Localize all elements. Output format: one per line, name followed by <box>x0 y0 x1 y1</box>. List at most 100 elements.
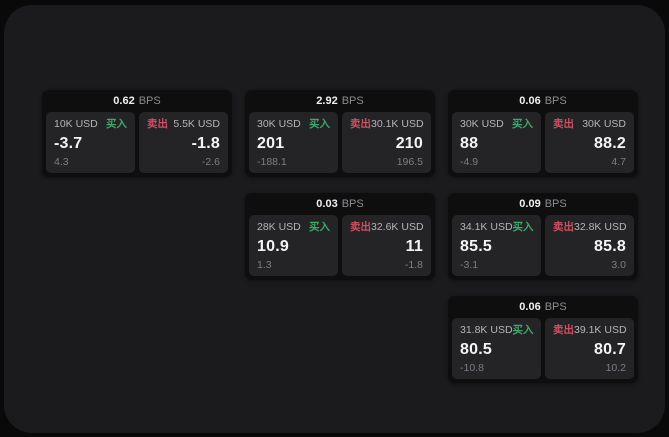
sell-price-value: -1.8 <box>191 134 220 152</box>
buy-delta-value: 4.3 <box>54 156 69 168</box>
bps-unit-label: BPS <box>341 198 364 210</box>
buy-side-tag: 买入 <box>309 118 330 130</box>
quote-card: 0.62 BPS 10K USD 买入 -3.7 4.3 卖出 5.5K USD… <box>42 90 232 177</box>
buy-panel[interactable]: 10K USD 买入 -3.7 4.3 <box>46 112 135 173</box>
buy-panel[interactable]: 34.1K USD 买入 85.5 -3.1 <box>452 215 541 276</box>
buy-price-value: 85.5 <box>460 237 492 255</box>
sell-side-tag: 卖出 <box>147 118 168 130</box>
quote-card-body: 31.8K USD 买入 80.5 -10.8 卖出 39.1K USD 80.… <box>448 318 638 383</box>
quote-card-body: 30K USD 买入 201 -188.1 卖出 30.1K USD 210 1… <box>245 112 435 177</box>
buy-panel[interactable]: 30K USD 买入 88 -4.9 <box>452 112 541 173</box>
buy-panel[interactable]: 28K USD 买入 10.9 1.3 <box>249 215 338 276</box>
buy-side-tag: 买入 <box>512 118 533 130</box>
buy-delta-value: 1.3 <box>257 259 272 271</box>
sell-panel-top: 卖出 30K USD <box>553 118 626 131</box>
buy-panel-top: 34.1K USD 买入 <box>460 221 534 234</box>
sell-panel[interactable]: 卖出 30K USD 88.2 4.7 <box>545 112 634 173</box>
quote-card: 0.03 BPS 28K USD 买入 10.9 1.3 卖出 32.6K US… <box>245 193 435 280</box>
sell-panel-top: 卖出 30.1K USD <box>350 118 424 131</box>
bps-spread-header: 0.06 BPS <box>448 90 638 112</box>
bps-spread-value: 0.03 <box>316 198 338 210</box>
sell-delta-value: 10.2 <box>605 362 626 374</box>
sell-size-label: 30K USD <box>582 118 626 130</box>
buy-panel-top: 28K USD 买入 <box>257 221 330 234</box>
sell-size-label: 32.6K USD <box>371 221 424 233</box>
sell-side-tag: 卖出 <box>350 118 371 130</box>
sell-price-value: 80.7 <box>594 340 626 358</box>
bps-spread-header: 0.06 BPS <box>448 296 638 318</box>
buy-price-value: 201 <box>257 134 285 152</box>
buy-size-label: 34.1K USD <box>460 221 513 233</box>
bps-unit-label: BPS <box>544 198 567 210</box>
sell-price-value: 88.2 <box>594 134 626 152</box>
sell-panel[interactable]: 卖出 30.1K USD 210 196.5 <box>342 112 431 173</box>
buy-size-label: 28K USD <box>257 221 301 233</box>
buy-delta-value: -3.1 <box>460 259 479 271</box>
sell-price-value: 210 <box>395 134 423 152</box>
bps-spread-value: 0.62 <box>113 95 135 107</box>
buy-panel-top: 31.8K USD 买入 <box>460 324 534 337</box>
sell-panel[interactable]: 卖出 5.5K USD -1.8 -2.6 <box>139 112 228 173</box>
sell-delta-value: -1.8 <box>404 259 423 271</box>
buy-side-tag: 买入 <box>512 324 534 336</box>
sell-panel[interactable]: 卖出 32.6K USD 11 -1.8 <box>342 215 431 276</box>
sell-side-tag: 卖出 <box>553 221 574 233</box>
buy-price-value: 80.5 <box>460 340 492 358</box>
bps-spread-value: 0.06 <box>519 95 541 107</box>
sell-panel-top: 卖出 5.5K USD <box>147 118 220 131</box>
sell-size-label: 32.8K USD <box>574 221 627 233</box>
sell-panel[interactable]: 卖出 32.8K USD 85.8 3.0 <box>545 215 634 276</box>
quote-card: 0.06 BPS 31.8K USD 买入 80.5 -10.8 卖出 39.1… <box>448 296 638 383</box>
quote-card: 0.06 BPS 30K USD 买入 88 -4.9 卖出 30K USD 8… <box>448 90 638 177</box>
buy-panel[interactable]: 30K USD 买入 201 -188.1 <box>249 112 338 173</box>
quote-card: 0.09 BPS 34.1K USD 买入 85.5 -3.1 卖出 32.8K… <box>448 193 638 280</box>
buy-size-label: 30K USD <box>257 118 301 130</box>
bps-unit-label: BPS <box>341 95 364 107</box>
bps-unit-label: BPS <box>544 95 567 107</box>
bps-unit-label: BPS <box>138 95 161 107</box>
bps-spread-value: 0.06 <box>519 301 541 313</box>
quote-card-body: 34.1K USD 买入 85.5 -3.1 卖出 32.8K USD 85.8… <box>448 215 638 280</box>
buy-price-value: -3.7 <box>54 134 83 152</box>
buy-side-tag: 买入 <box>512 221 534 233</box>
buy-panel-top: 10K USD 买入 <box>54 118 127 131</box>
buy-size-label: 31.8K USD <box>460 324 513 336</box>
bps-spread-header: 0.62 BPS <box>42 90 232 112</box>
buy-delta-value: -188.1 <box>257 156 287 168</box>
quote-card-body: 28K USD 买入 10.9 1.3 卖出 32.6K USD 11 -1.8 <box>245 215 435 280</box>
sell-panel-top: 卖出 32.6K USD <box>350 221 424 234</box>
buy-side-tag: 买入 <box>309 221 330 233</box>
buy-panel-top: 30K USD 买入 <box>460 118 533 131</box>
buy-size-label: 30K USD <box>460 118 504 130</box>
sell-panel-top: 卖出 39.1K USD <box>553 324 627 337</box>
quote-card-body: 30K USD 买入 88 -4.9 卖出 30K USD 88.2 4.7 <box>448 112 638 177</box>
quote-cards-grid: 0.62 BPS 10K USD 买入 -3.7 4.3 卖出 5.5K USD… <box>42 90 638 383</box>
sell-panel[interactable]: 卖出 39.1K USD 80.7 10.2 <box>545 318 634 379</box>
sell-side-tag: 卖出 <box>553 118 574 130</box>
quote-card: 2.92 BPS 30K USD 买入 201 -188.1 卖出 30.1K … <box>245 90 435 177</box>
sell-delta-value: 196.5 <box>396 156 423 168</box>
buy-delta-value: -4.9 <box>460 156 479 168</box>
sell-side-tag: 卖出 <box>553 324 574 336</box>
sell-panel-top: 卖出 32.8K USD <box>553 221 627 234</box>
sell-side-tag: 卖出 <box>350 221 371 233</box>
sell-size-label: 5.5K USD <box>173 118 220 130</box>
buy-delta-value: -10.8 <box>460 362 484 374</box>
sell-size-label: 30.1K USD <box>371 118 424 130</box>
buy-panel-top: 30K USD 买入 <box>257 118 330 131</box>
bps-spread-header: 2.92 BPS <box>245 90 435 112</box>
sell-delta-value: 3.0 <box>611 259 626 271</box>
buy-price-value: 10.9 <box>257 237 289 255</box>
sell-price-value: 11 <box>405 237 423 255</box>
buy-price-value: 88 <box>460 134 479 152</box>
bps-spread-header: 0.03 BPS <box>245 193 435 215</box>
bps-spread-header: 0.09 BPS <box>448 193 638 215</box>
buy-side-tag: 买入 <box>106 118 127 130</box>
buy-size-label: 10K USD <box>54 118 98 130</box>
quote-card-body: 10K USD 买入 -3.7 4.3 卖出 5.5K USD -1.8 -2.… <box>42 112 232 177</box>
sell-price-value: 85.8 <box>594 237 626 255</box>
app-frame: 0.62 BPS 10K USD 买入 -3.7 4.3 卖出 5.5K USD… <box>4 5 665 433</box>
sell-size-label: 39.1K USD <box>574 324 627 336</box>
bps-unit-label: BPS <box>544 301 567 313</box>
buy-panel[interactable]: 31.8K USD 买入 80.5 -10.8 <box>452 318 541 379</box>
